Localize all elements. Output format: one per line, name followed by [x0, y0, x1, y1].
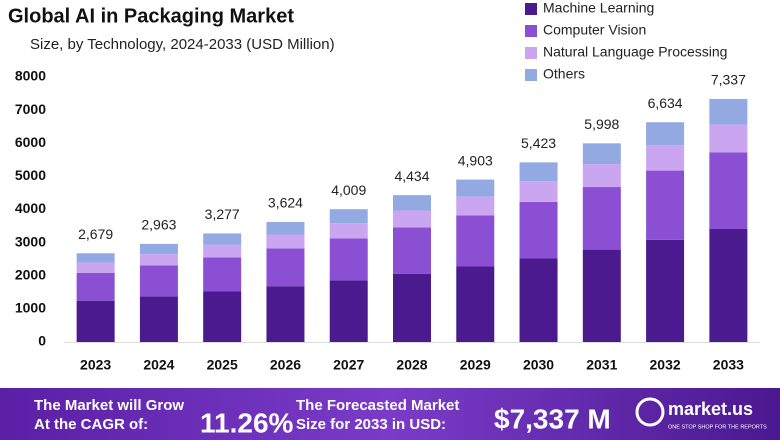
bar-segment: [203, 257, 242, 292]
y-tick-label: 7000: [15, 101, 46, 117]
bar-segment: [456, 266, 495, 342]
legend-label: Computer Vision: [543, 22, 646, 38]
bar-segment: [393, 273, 431, 342]
bar-segment: [582, 187, 621, 250]
footer-cagr-text: The Market will Grow: [34, 397, 184, 414]
footer-forecast-value: $7,337 M: [494, 403, 611, 434]
bar-segment: [519, 201, 558, 259]
total-label: 4,009: [331, 182, 366, 198]
x-tick-label: 2028: [396, 357, 427, 373]
x-tick-label: 2027: [333, 357, 364, 373]
bar-segment: [709, 152, 748, 229]
bar-segment: [646, 239, 685, 342]
bar-segment: [582, 164, 621, 188]
bar-segment: [266, 234, 305, 249]
chart-title: Global AI in Packaging Market: [8, 5, 294, 27]
bar-segment: [329, 209, 368, 224]
chart-subtitle: Size, by Technology, 2024-2033 (USD Mill…: [30, 36, 335, 53]
footer-cagr-text: At the CAGR of:: [34, 416, 148, 433]
legend-swatch: [525, 47, 537, 59]
bar-segment: [139, 296, 178, 342]
bar-segment: [582, 143, 621, 165]
total-label: 2,963: [141, 217, 176, 233]
x-tick-label: 2026: [270, 357, 301, 373]
legend-label: Others: [543, 66, 585, 82]
bar-segment: [456, 179, 495, 197]
legend-swatch: [525, 25, 537, 37]
total-label: 5,423: [521, 135, 556, 151]
bar-segment: [266, 286, 305, 342]
y-tick-label: 0: [38, 333, 46, 349]
bar-segment: [393, 210, 431, 228]
brand-name: market.us: [668, 399, 753, 419]
total-label: 2,679: [78, 226, 113, 242]
bar-segment: [266, 221, 305, 235]
bar-segment: [329, 223, 368, 239]
x-tick-label: 2025: [207, 357, 238, 373]
bar-segment: [709, 98, 748, 125]
y-tick-label: 1000: [15, 300, 46, 316]
y-tick-label: 2000: [15, 266, 46, 282]
x-tick-label: 2030: [523, 357, 554, 373]
bar-segment: [456, 215, 495, 267]
bar-segment: [393, 195, 431, 211]
legend-label: Natural Language Processing: [543, 44, 727, 60]
total-label: 4,434: [394, 168, 429, 184]
bar-segment: [519, 258, 558, 342]
bar-segment: [76, 262, 115, 273]
bar-segment: [646, 145, 685, 171]
y-tick-label: 3000: [15, 233, 46, 249]
bar-segment: [646, 170, 685, 240]
total-label: 4,903: [458, 152, 493, 168]
bar-segment: [519, 162, 558, 182]
x-tick-label: 2031: [586, 357, 617, 373]
total-label: 5,998: [584, 116, 619, 132]
x-tick-label: 2029: [460, 357, 491, 373]
bar-segment: [203, 291, 242, 342]
bar-segment: [139, 265, 178, 297]
y-tick-label: 8000: [15, 68, 46, 84]
footer-cagr-value: 11.26%: [200, 407, 294, 438]
bar-segment: [329, 238, 368, 281]
x-tick-label: 2033: [713, 357, 744, 373]
y-tick-label: 4000: [15, 200, 46, 216]
total-label: 3,624: [268, 195, 303, 211]
x-tick-label: 2023: [80, 357, 111, 373]
bar-segment: [76, 300, 115, 342]
y-tick-label: 5000: [15, 167, 46, 183]
footer-forecast-text: The Forecasted Market: [296, 397, 459, 414]
bar-segment: [76, 253, 115, 263]
bar-segment: [139, 243, 178, 255]
bar-segment: [582, 249, 621, 342]
bar-segment: [76, 272, 115, 301]
bar-segment: [203, 244, 242, 258]
bar-segment: [329, 280, 368, 342]
bar-segment: [393, 227, 431, 274]
total-label: 3,277: [205, 206, 240, 222]
legend-swatch: [525, 3, 537, 15]
bar-segment: [139, 254, 178, 266]
legend-swatch: [525, 69, 537, 81]
bar-segment: [456, 196, 495, 216]
bar-segment: [646, 122, 685, 146]
footer-banner: [0, 388, 780, 440]
bar-segment: [266, 248, 305, 287]
footer-forecast-text: Size for 2033 in USD:: [296, 416, 446, 433]
y-tick-label: 6000: [15, 134, 46, 150]
x-tick-label: 2032: [650, 357, 681, 373]
brand-logo: [635, 397, 665, 427]
bar-segment: [709, 124, 748, 153]
bar-segment: [709, 228, 748, 342]
legend-label: Machine Learning: [543, 0, 654, 16]
total-label: 6,634: [648, 95, 683, 111]
bar-segment: [203, 233, 242, 245]
brand-tagline: ONE STOP SHOP FOR THE REPORTS: [668, 424, 767, 430]
total-label: 7,337: [711, 72, 746, 88]
bar-segment: [519, 181, 558, 202]
x-tick-label: 2024: [143, 357, 174, 373]
